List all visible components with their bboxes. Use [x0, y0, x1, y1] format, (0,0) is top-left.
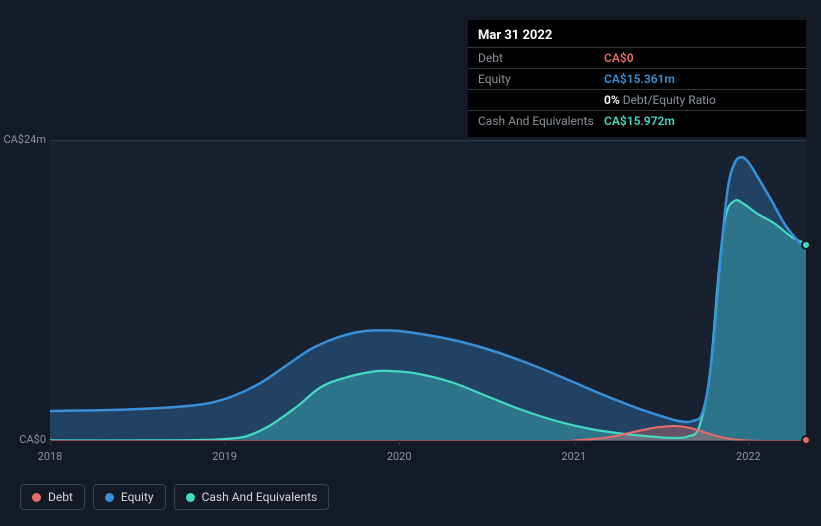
tooltip-row: EquityCA$15.361m — [468, 68, 806, 89]
x-axis-label: 2021 — [561, 450, 586, 463]
tooltip-row-value: 0% Debt/Equity Ratio — [604, 93, 716, 107]
x-tick — [574, 440, 575, 446]
tooltip-date: Mar 31 2022 — [468, 26, 806, 47]
legend-item[interactable]: Cash And Equivalents — [174, 484, 330, 510]
legend-item[interactable]: Equity — [93, 484, 166, 510]
tooltip-row-label: Equity — [478, 72, 604, 86]
x-axis-label: 2022 — [736, 450, 761, 463]
x-axis-label: 2020 — [387, 450, 412, 463]
series-fill — [50, 157, 806, 441]
series-end-marker — [801, 240, 811, 250]
x-tick — [399, 440, 400, 446]
financial-chart: CA$24mCA$020182019202020212022 — [15, 125, 806, 470]
legend-label: Cash And Equivalents — [202, 490, 318, 504]
tooltip-row-label — [478, 93, 604, 107]
x-axis-label: 2018 — [38, 450, 63, 463]
chart-tooltip: Mar 31 2022 DebtCA$0EquityCA$15.361m0% D… — [468, 20, 806, 137]
legend-dot-icon — [105, 493, 114, 502]
legend-label: Debt — [48, 490, 73, 504]
y-axis-label: CA$24m — [3, 133, 46, 146]
x-tick — [50, 440, 51, 446]
tooltip-row-value: CA$0 — [604, 51, 634, 65]
tooltip-row-value: CA$15.361m — [604, 72, 675, 86]
legend-dot-icon — [32, 493, 41, 502]
legend-item[interactable]: Debt — [20, 484, 85, 510]
x-tick — [748, 440, 749, 446]
tooltip-row-label: Debt — [478, 51, 604, 65]
y-axis-label: CA$0 — [19, 433, 46, 446]
legend: Debt Equity Cash And Equivalents — [20, 484, 329, 510]
legend-label: Equity — [121, 490, 154, 504]
x-axis-label: 2019 — [212, 450, 237, 463]
series-end-marker — [801, 435, 811, 445]
plot-area — [50, 140, 806, 440]
tooltip-row: DebtCA$0 — [468, 47, 806, 68]
x-tick — [225, 440, 226, 446]
legend-dot-icon — [186, 493, 195, 502]
tooltip-row: 0% Debt/Equity Ratio — [468, 89, 806, 110]
chart-svg — [50, 141, 806, 441]
